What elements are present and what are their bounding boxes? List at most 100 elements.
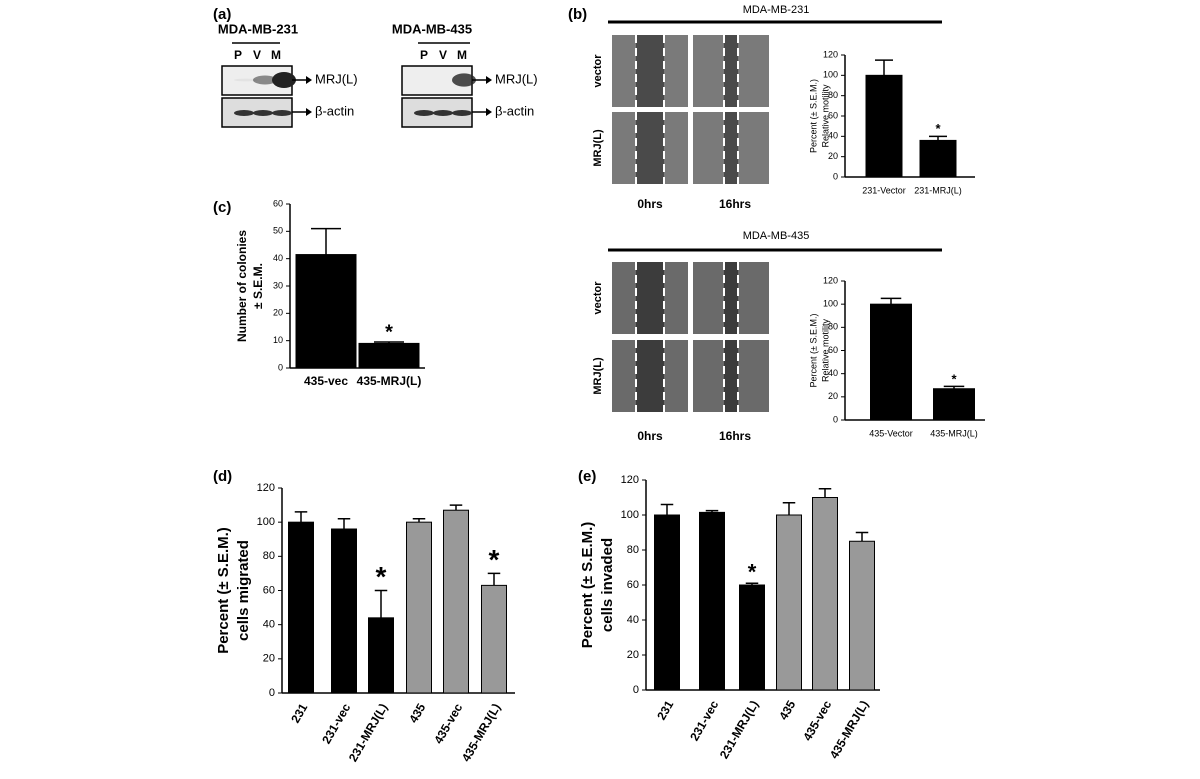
arrow-head [486, 76, 492, 84]
y-tick-label: 120 [621, 474, 639, 486]
wound-gap [724, 340, 738, 412]
bar [481, 584, 507, 694]
y-axis-label: cells migrated [235, 540, 252, 641]
y-tick-label: 80 [627, 544, 639, 556]
y-axis-label: Number of colonies [235, 230, 249, 342]
error-bar [449, 504, 463, 511]
x-tick-label: 435-Vector [869, 428, 913, 438]
wound-gap [724, 262, 738, 334]
x-tick-label: 231-vec [687, 698, 721, 743]
y-tick-label: 40 [273, 253, 283, 263]
blot-band [452, 73, 476, 87]
error-bar [660, 503, 674, 515]
y-tick-label: 20 [828, 391, 838, 401]
y-tick-label: 80 [828, 90, 838, 100]
blot-band [234, 78, 258, 82]
y-tick-label: 40 [828, 131, 838, 141]
y-tick-label: 0 [269, 687, 275, 699]
x-tick-label: 435-MRJ(L) [930, 428, 978, 438]
blot-band [452, 110, 472, 116]
bar [739, 584, 765, 691]
y-tick-label: 20 [627, 649, 639, 661]
blot-band [272, 110, 292, 116]
y-tick-label: 120 [823, 275, 838, 285]
x-tick-label: 231 [288, 701, 310, 726]
bar [358, 342, 420, 369]
y-tick-label: 60 [828, 345, 838, 355]
error-bar [337, 518, 351, 529]
y-axis-label: Percent (± S.E.M.) [808, 314, 818, 388]
x-tick-label: 231-MRJ(L) [346, 701, 390, 764]
lane-label: V [439, 48, 447, 62]
error-bar [929, 135, 947, 141]
y-axis-label: Relative motility [820, 318, 830, 382]
bar [776, 514, 802, 691]
error-bar [374, 341, 404, 344]
y-axis-label: Percent (± S.E.M.) [808, 79, 818, 153]
lane-label: M [271, 48, 281, 62]
arrow-head [486, 108, 492, 116]
y-tick-label: 100 [621, 509, 639, 521]
row-label: MRJ(L) [592, 357, 604, 395]
error-bar [855, 531, 869, 542]
blot-band [253, 75, 277, 85]
time-label: 16hrs [719, 429, 751, 443]
bar [331, 528, 357, 694]
y-tick-label: 60 [263, 584, 275, 596]
y-tick-label: 80 [828, 322, 838, 332]
y-tick-label: 100 [257, 516, 275, 528]
error-bar [875, 59, 893, 76]
row-label: vector [592, 281, 604, 315]
row-label: MRJ(L) [592, 129, 604, 167]
band-label: MRJ(L) [315, 71, 358, 86]
y-axis-label: Percent (± S.E.M.) [215, 527, 232, 654]
bar [699, 511, 725, 691]
y-tick-label: 120 [823, 49, 838, 59]
blot-band [234, 110, 254, 116]
y-tick-label: 20 [273, 308, 283, 318]
y-tick-label: 10 [273, 335, 283, 345]
band-label: β-actin [495, 103, 534, 118]
x-tick-label: 435-vec [431, 701, 465, 746]
blot-band [433, 110, 453, 116]
y-tick-label: 0 [833, 171, 838, 181]
bar [295, 254, 357, 369]
arrow-head [306, 108, 312, 116]
y-axis-label: cells invaded [599, 538, 616, 632]
y-tick-label: 80 [263, 550, 275, 562]
wound-gap [724, 112, 738, 184]
x-tick-label: 435-MRJ(L) [357, 374, 422, 388]
y-tick-label: 20 [828, 151, 838, 161]
wound-gap [636, 112, 664, 184]
y-tick-label: 0 [633, 684, 639, 696]
error-bar [705, 509, 719, 513]
bar [849, 540, 875, 691]
error-bar [782, 502, 796, 515]
row-label: vector [592, 54, 604, 88]
error-bar [943, 385, 965, 389]
band-label: β-actin [315, 103, 354, 118]
x-tick-label: 231-Vector [862, 185, 906, 195]
y-axis-label: ± S.E.M. [251, 263, 265, 309]
y-tick-label: 60 [273, 198, 283, 208]
panel-label: (c) [213, 199, 231, 216]
wound-gap [636, 35, 664, 107]
wound-gap [724, 35, 738, 107]
significance-mark: * [489, 544, 500, 575]
lane-label: M [457, 48, 467, 62]
assay-title: MDA-MB-435 [743, 230, 810, 242]
bar [443, 509, 469, 694]
arrow-head [306, 76, 312, 84]
error-bar [880, 297, 902, 305]
bar [919, 139, 957, 178]
error-bar [311, 227, 341, 255]
y-tick-label: 60 [828, 110, 838, 120]
panel-label: (d) [213, 468, 232, 485]
bar [865, 74, 903, 178]
y-tick-label: 20 [263, 653, 275, 665]
blot-band [253, 110, 273, 116]
y-tick-label: 50 [273, 226, 283, 236]
assay-title: MDA-MB-231 [743, 4, 810, 16]
significance-mark: * [385, 321, 393, 343]
